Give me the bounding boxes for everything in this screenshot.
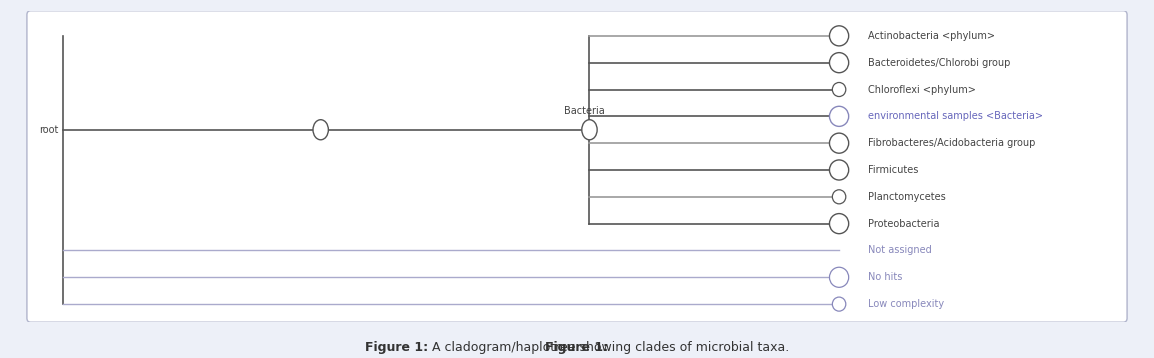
Text: Bacteria: Bacteria — [564, 106, 605, 116]
Circle shape — [830, 53, 848, 73]
Circle shape — [830, 267, 848, 287]
Circle shape — [830, 106, 848, 126]
Text: root: root — [39, 125, 59, 135]
Text: Figure 1: A cladogram/haplotree showing clades of microbial taxa.: Figure 1: A cladogram/haplotree showing … — [369, 342, 785, 354]
Text: Fibrobacteres/Acidobacteria group: Fibrobacteres/Acidobacteria group — [868, 138, 1035, 148]
Circle shape — [830, 26, 848, 46]
Text: Firmicutes: Firmicutes — [868, 165, 919, 175]
Text: Figure 1:: Figure 1: — [546, 342, 608, 354]
Text: Low complexity: Low complexity — [868, 299, 944, 309]
Text: Bacteroidetes/Chlorobi group: Bacteroidetes/Chlorobi group — [868, 58, 1010, 68]
Circle shape — [832, 190, 846, 204]
Circle shape — [832, 82, 846, 97]
Text: Actinobacteria <phylum>: Actinobacteria <phylum> — [868, 31, 995, 41]
Text: Planctomycetes: Planctomycetes — [868, 192, 945, 202]
Text: Proteobacteria: Proteobacteria — [868, 219, 939, 229]
Text: Chloroflexi <phylum>: Chloroflexi <phylum> — [868, 84, 976, 95]
Circle shape — [830, 214, 848, 234]
Text: Not assigned: Not assigned — [868, 246, 931, 256]
Text: environmental samples <Bacteria>: environmental samples <Bacteria> — [868, 111, 1043, 121]
Circle shape — [830, 160, 848, 180]
Ellipse shape — [582, 120, 597, 140]
Circle shape — [830, 133, 848, 153]
FancyBboxPatch shape — [27, 11, 1127, 322]
Ellipse shape — [313, 120, 329, 140]
Circle shape — [832, 297, 846, 311]
Text: No hits: No hits — [868, 272, 902, 282]
